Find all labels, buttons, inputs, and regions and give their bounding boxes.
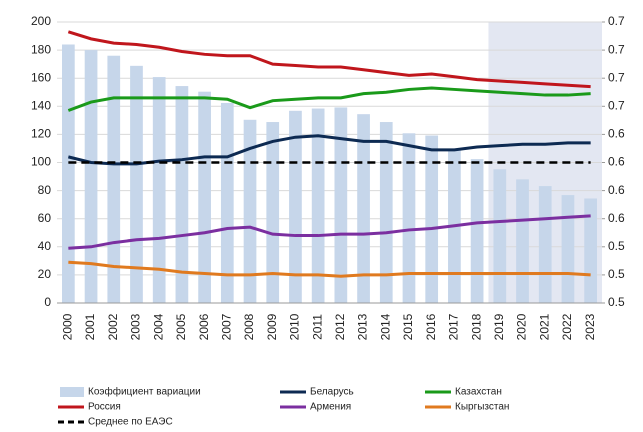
y-tick-label: 160	[31, 70, 51, 84]
y-tick-label: 100	[31, 155, 51, 169]
bar	[175, 86, 189, 304]
bar	[561, 195, 575, 303]
legend-label: Беларусь	[310, 387, 354, 398]
y-tick-label: 180	[31, 42, 51, 56]
y-tick-label: 0	[44, 295, 51, 309]
bar	[220, 102, 234, 303]
line	[67, 86, 591, 112]
x-tick-label: 2000	[61, 313, 75, 340]
x-tick-label: 2005	[174, 313, 188, 340]
bar	[130, 65, 143, 303]
bar	[289, 110, 302, 304]
bar	[538, 186, 552, 303]
x-tick-label: 2017	[447, 313, 461, 340]
x-tick-label: 2018	[469, 313, 483, 340]
x-tick-label: 2008	[242, 313, 256, 340]
bar	[402, 133, 416, 303]
legend-label: Россия	[88, 402, 121, 413]
x-tick-label: 2012	[333, 313, 347, 340]
bar	[311, 108, 325, 303]
x-tick-label: 2013	[356, 313, 370, 340]
y-tick-label: 60	[38, 211, 52, 225]
y2-tick-label: 0.5	[608, 267, 625, 281]
y2-tick-label: 0.6	[608, 183, 625, 197]
y2-tick-label: 0.6	[608, 211, 625, 225]
bar	[493, 169, 507, 303]
bar	[198, 91, 211, 303]
x-tick-label: 2019	[492, 313, 506, 340]
y-tick-label: 120	[31, 127, 51, 141]
bar	[243, 119, 257, 304]
y2-tick-label: 0.6	[608, 127, 625, 141]
x-tick-label: 2009	[265, 313, 279, 340]
x-tick-label: 2001	[83, 313, 97, 340]
bar	[470, 159, 484, 303]
legend-label: Коэффициент вариации	[88, 386, 201, 398]
line	[67, 134, 591, 166]
y-tick-label: 140	[31, 98, 51, 112]
line	[67, 30, 591, 89]
x-tick-label: 2021	[537, 313, 551, 340]
y2-tick-label: 0.6	[608, 155, 625, 169]
y-tick-label: 200	[31, 14, 51, 28]
x-tick-label: 2011	[310, 314, 324, 340]
legend-label: Среднее по ЕАЭС	[88, 417, 173, 428]
bar	[516, 179, 529, 303]
y2-tick-label: 0.7	[608, 42, 625, 56]
line	[68, 260, 591, 278]
x-tick-label: 2020	[515, 313, 529, 340]
legend-label: Кыргызстан	[455, 402, 509, 413]
bar	[266, 122, 280, 303]
y2-tick-label: 0.5	[608, 239, 625, 253]
x-tick-label: 2023	[583, 313, 597, 340]
x-tick-label: 2010	[288, 313, 302, 340]
x-tick-label: 2007	[219, 313, 233, 340]
x-tick-label: 2002	[106, 313, 120, 340]
legend-swatch	[60, 387, 84, 397]
bar	[334, 107, 348, 303]
bar	[61, 44, 75, 303]
y2-tick-label: 0.7	[608, 14, 625, 28]
x-tick-label: 2022	[560, 313, 574, 340]
bar	[425, 135, 439, 303]
y2-tick-label: 0.5	[608, 295, 625, 309]
x-tick-label: 2004	[151, 313, 165, 340]
legend-label: Казахстан	[455, 387, 502, 398]
bar	[379, 122, 393, 303]
y2-tick-label: 0.7	[608, 70, 625, 84]
y2-tick-label: 0.7	[608, 98, 625, 112]
legend-label: Армения	[310, 402, 351, 413]
bar	[584, 198, 598, 303]
y-tick-label: 20	[38, 267, 52, 281]
bar	[84, 50, 98, 303]
x-tick-label: 2016	[424, 313, 438, 340]
x-tick-label: 2014	[378, 313, 392, 340]
x-tick-label: 2015	[401, 313, 415, 340]
y-tick-label: 80	[38, 183, 52, 197]
x-tick-label: 2006	[197, 313, 211, 340]
line	[68, 214, 591, 250]
bar	[152, 77, 166, 304]
y-tick-label: 40	[38, 239, 52, 253]
x-tick-label: 2003	[129, 313, 143, 340]
